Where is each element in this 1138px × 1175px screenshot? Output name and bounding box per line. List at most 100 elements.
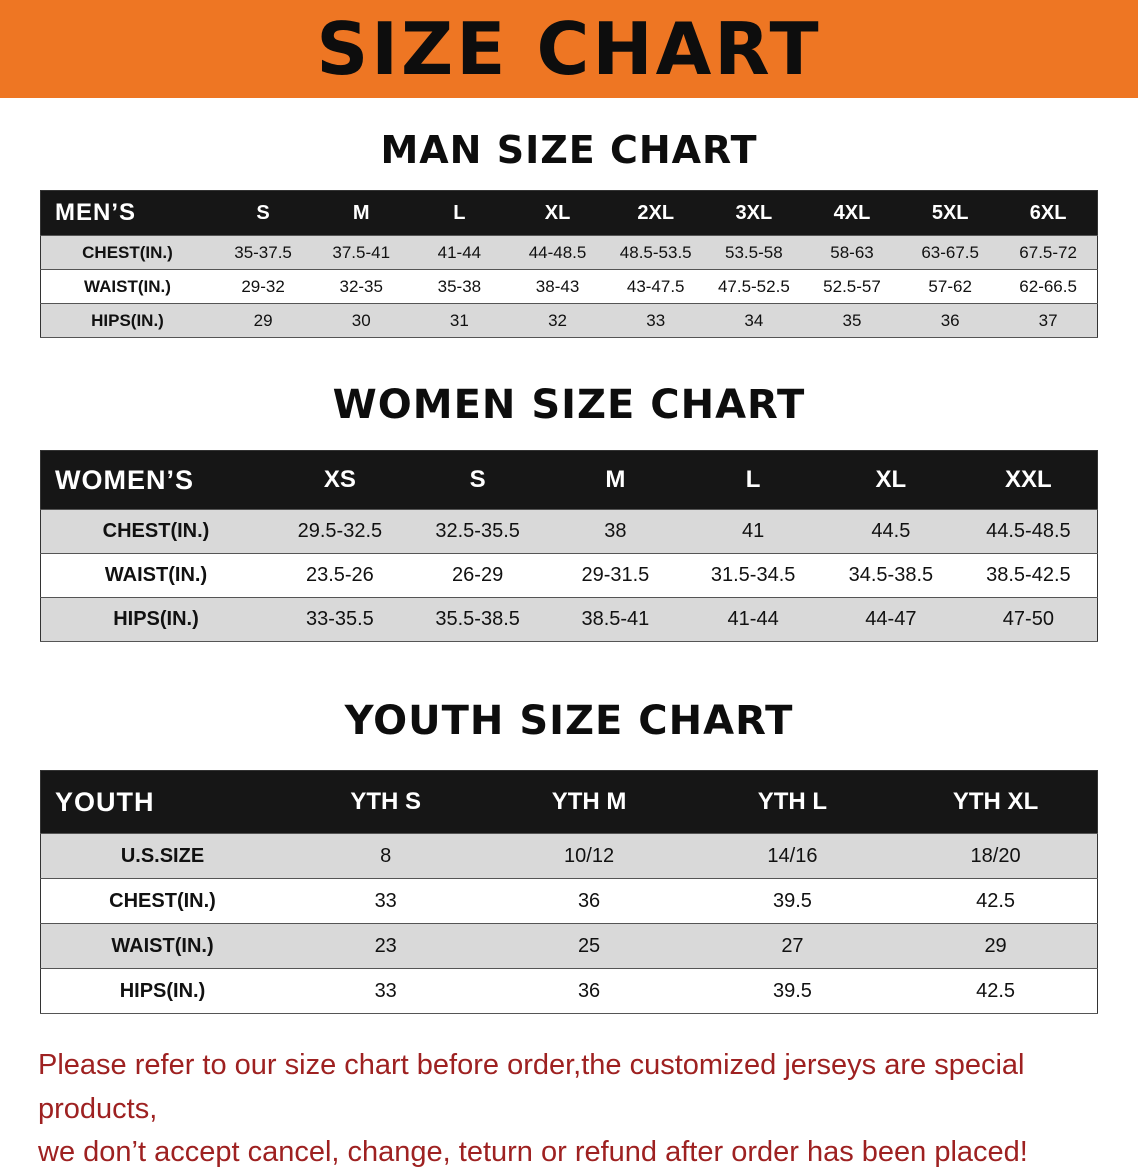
size-cell: 48.5-53.5: [606, 235, 705, 270]
table-row: CHEST(IN.) 33 36 39.5 42.5: [40, 878, 1098, 924]
row-label: HIPS(IN.): [40, 597, 271, 642]
man-corner-label: MEN’S: [40, 190, 214, 236]
size-cell: 36: [487, 878, 691, 924]
size-cell: 42.5: [894, 968, 1098, 1014]
youth-header-row: YOUTH YTH S YTH M YTH L YTH XL: [40, 770, 1098, 834]
size-cell: 27: [690, 923, 895, 969]
size-column-header: S: [408, 450, 547, 510]
row-label: WAIST(IN.): [40, 923, 284, 969]
size-column-header: 3XL: [704, 190, 803, 236]
size-cell: 52.5-57: [802, 269, 902, 304]
size-column-header: L: [684, 450, 822, 510]
size-cell: 32: [508, 303, 607, 338]
size-cell: 47-50: [959, 597, 1098, 642]
size-cell: 43-47.5: [606, 269, 705, 304]
size-column-header: YTH M: [487, 770, 691, 834]
size-cell: 38.5-42.5: [959, 553, 1098, 598]
size-cell: 37.5-41: [312, 235, 411, 270]
size-cell: 47.5-52.5: [704, 269, 803, 304]
size-cell: 35-38: [410, 269, 509, 304]
size-column-header: M: [312, 190, 411, 236]
row-label: HIPS(IN.): [40, 303, 214, 338]
size-column-header: 5XL: [901, 190, 1000, 236]
size-column-header: YTH S: [284, 770, 488, 834]
size-cell: 38.5-41: [546, 597, 685, 642]
size-cell: 38: [546, 509, 685, 554]
size-column-header: 2XL: [606, 190, 705, 236]
size-cell: 35.5-38.5: [408, 597, 547, 642]
size-column-header: XL: [822, 450, 960, 510]
size-cell: 33: [284, 968, 488, 1014]
row-label: HIPS(IN.): [40, 968, 284, 1014]
size-cell: 44.5: [822, 509, 960, 554]
size-cell: 31: [410, 303, 509, 338]
size-cell: 29.5-32.5: [271, 509, 409, 554]
size-cell: 8: [284, 833, 488, 879]
row-label: CHEST(IN.): [40, 509, 271, 554]
table-row: HIPS(IN.) 33-35.5 35.5-38.5 38.5-41 41-44 44-…: [40, 597, 1098, 642]
youth-section-title: YOUTH SIZE CHART: [344, 698, 794, 744]
size-cell: 25: [487, 923, 691, 969]
size-cell: 32.5-35.5: [408, 509, 547, 554]
size-cell: 14/16: [690, 833, 895, 879]
table-row: HIPS(IN.) 33 36 39.5 42.5: [40, 968, 1098, 1014]
size-cell: 23.5-26: [271, 553, 409, 598]
youth-corner-label: YOUTH: [40, 770, 284, 834]
size-cell: 33: [284, 878, 488, 924]
size-cell: 37: [999, 303, 1098, 338]
size-column-header: YTH XL: [894, 770, 1098, 834]
size-cell: 10/12: [487, 833, 691, 879]
size-cell: 35: [802, 303, 902, 338]
size-cell: 34: [704, 303, 803, 338]
size-cell: 29-31.5: [546, 553, 685, 598]
size-cell: 39.5: [690, 878, 895, 924]
size-cell: 30: [312, 303, 411, 338]
size-cell: 63-67.5: [901, 235, 1000, 270]
women-header-row: WOMEN’S XS S M L XL XXL: [40, 450, 1098, 510]
size-cell: 53.5-58: [704, 235, 803, 270]
table-row: CHEST(IN.) 35-37.5 37.5-41 41-44 44-48.5 48.5…: [40, 235, 1098, 270]
footer-line-1: Please refer to our size chart before or…: [38, 1049, 1025, 1125]
table-row: WAIST(IN.) 23.5-26 26-29 29-31.5 31.5-34.5 34…: [40, 553, 1098, 598]
table-row: WAIST(IN.) 29-32 32-35 35-38 38-43 43-47.5 47.…: [40, 269, 1098, 304]
row-label: WAIST(IN.): [40, 553, 271, 598]
size-cell: 29-32: [214, 269, 313, 304]
size-column-header: S: [214, 190, 313, 236]
size-cell: 44-47: [822, 597, 960, 642]
size-cell: 67.5-72: [999, 235, 1098, 270]
size-cell: 18/20: [894, 833, 1098, 879]
size-cell: 23: [284, 923, 488, 969]
size-column-header: L: [410, 190, 509, 236]
man-header-row: MEN’S S M L XL 2XL 3XL 4XL 5XL 6XL: [40, 190, 1098, 236]
women-size-table: WOMEN’S XS S M L XL XXL CHEST(IN.) 29.5-32.5 32.5…: [40, 450, 1098, 642]
size-cell: 42.5: [894, 878, 1098, 924]
size-column-header: XL: [508, 190, 607, 236]
size-cell: 44-48.5: [508, 235, 607, 270]
women-corner-label: WOMEN’S: [40, 450, 271, 510]
women-section-title: WOMEN SIZE CHART: [332, 382, 806, 428]
table-row: WAIST(IN.) 23 25 27 29: [40, 923, 1098, 969]
size-cell: 41-44: [684, 597, 822, 642]
size-cell: 58-63: [802, 235, 902, 270]
size-cell: 32-35: [312, 269, 411, 304]
size-column-header: YTH L: [690, 770, 895, 834]
size-cell: 26-29: [408, 553, 547, 598]
row-label: CHEST(IN.): [40, 235, 214, 270]
man-section-title: MAN SIZE CHART: [380, 128, 758, 172]
page-title: SIZE CHART: [316, 7, 822, 91]
footer-line-2: we don’t accept cancel, change, teturn o…: [38, 1136, 1028, 1168]
size-column-header: XS: [271, 450, 409, 510]
size-cell: 62-66.5: [999, 269, 1098, 304]
size-cell: 38-43: [508, 269, 607, 304]
size-cell: 31.5-34.5: [684, 553, 822, 598]
size-cell: 41: [684, 509, 822, 554]
size-cell: 36: [901, 303, 1000, 338]
size-cell: 44.5-48.5: [959, 509, 1098, 554]
table-row: CHEST(IN.) 29.5-32.5 32.5-35.5 38 41 44.5 44.5…: [40, 509, 1098, 554]
size-column-header: 4XL: [802, 190, 902, 236]
size-cell: 33-35.5: [271, 597, 409, 642]
row-label: U.S.SIZE: [40, 833, 284, 879]
size-cell: 34.5-38.5: [822, 553, 960, 598]
row-label: WAIST(IN.): [40, 269, 214, 304]
man-size-table: MEN’S S M L XL 2XL 3XL 4XL 5XL 6XL CHEST(IN.) 35-37…: [40, 190, 1098, 338]
